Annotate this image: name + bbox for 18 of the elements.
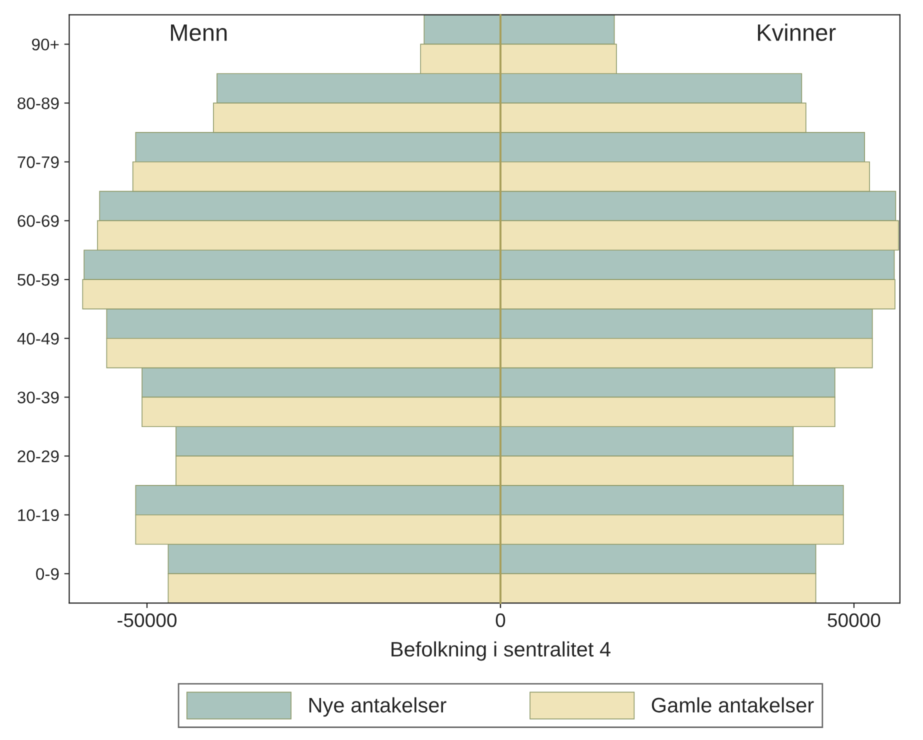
y-tick-label: 50-59 [18,274,59,286]
y-tick-label: 60-69 [18,215,59,227]
legend-label: Gamle antakelser [652,697,814,713]
y-tick-label: 90+ [32,38,59,50]
x-tick-label: 50000 [828,613,880,628]
x-axis-title: Befolkning i sentralitet 4 [392,641,610,661]
y-tick-label: 20-29 [18,450,59,462]
y-tick-label: 30-39 [18,392,59,404]
annotation: Menn [171,24,227,41]
legend-label: Nye antakelser [309,697,446,717]
y-tick-label: 40-49 [17,332,59,345]
y-tick-label: 0-9 [36,568,59,580]
x-tick-label: -50000 [118,613,177,628]
y-tick-label: 80-89 [18,97,59,110]
x-tick-label: 0 [496,613,506,628]
y-tick-label: 70-79 [18,156,59,168]
annotation: Kvinner [758,24,836,41]
y-tick-label: 10-19 [18,509,59,522]
